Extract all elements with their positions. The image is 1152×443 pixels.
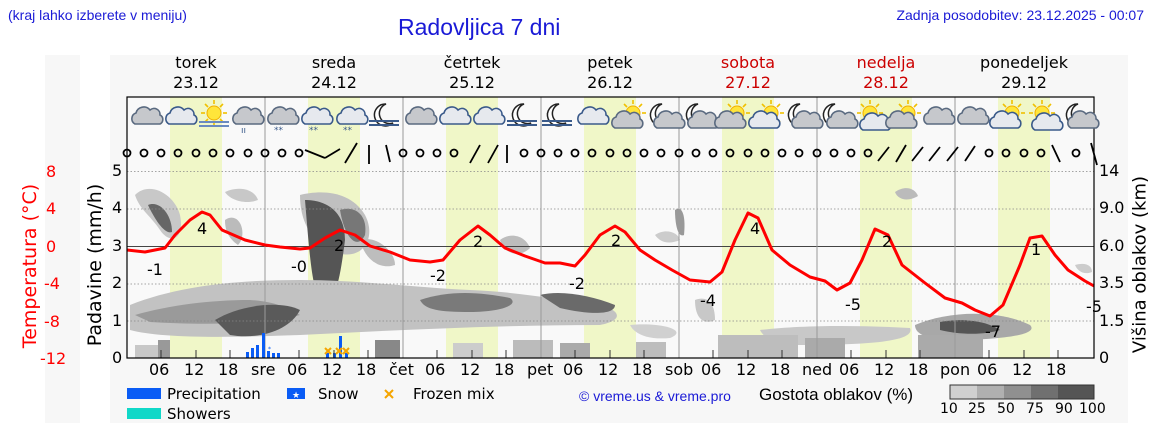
legend-frozen-mix: Frozen mix — [413, 385, 495, 403]
legend-precipitation: Precipitation — [167, 385, 261, 403]
wind-row — [122, 142, 1098, 166]
day-header-2: četrtek 25.12 — [443, 53, 501, 92]
page-title: Radovljica 7 dni — [398, 14, 561, 40]
svg-text:2: 2 — [334, 236, 344, 255]
day-separators — [264, 97, 956, 358]
svg-text:-7: -7 — [985, 322, 1001, 341]
svg-text:**: ** — [309, 126, 319, 136]
day-header-6: ponedeljek 29.12 — [980, 53, 1068, 92]
cloud-density-label: Gostota oblakov (%) — [759, 385, 914, 404]
x-axis-labels: 06 12 18 sre 06 12 18 čet 06 12 18 pet 0… — [149, 360, 1067, 379]
day-header-3: petek 26.12 — [587, 53, 633, 92]
snow-markers: * — [268, 346, 271, 353]
svg-text:**: ** — [343, 126, 353, 136]
svg-text:-2: -2 — [569, 274, 585, 293]
svg-text:-5: -5 — [845, 295, 861, 314]
legend-precip-swatch — [127, 388, 161, 399]
legend-snow-swatch — [287, 388, 305, 399]
legend-showers: Showers — [167, 405, 231, 423]
cloud-density-layer — [130, 188, 1092, 358]
grid-lines — [127, 171, 1094, 322]
cloud-density-scale — [949, 384, 1095, 400]
day-header-1: sreda 24.12 — [311, 53, 357, 92]
legend-frozen-icon — [384, 389, 394, 399]
day-header-0: torek 23.12 — [173, 53, 219, 92]
svg-text:*: * — [268, 346, 271, 353]
location-hint[interactable]: (kraj lahko izberete v meniju) — [8, 7, 187, 23]
svg-text:**: ** — [274, 126, 284, 136]
svg-text:2: 2 — [611, 231, 621, 250]
day-header-4: sobota 27.12 — [720, 53, 776, 92]
legend-snow: Snow — [318, 385, 359, 403]
svg-text:-4: -4 — [700, 291, 716, 310]
weather-icon-row: ıı ** ** ** — [131, 99, 1100, 136]
temperature-annotations: -1 4 -0 2 -2 2 -2 2 -4 4 -5 2 -7 1 -5 — [147, 219, 1102, 341]
svg-text:2: 2 — [473, 232, 483, 251]
last-update: Zadnja posodobitev: 23.12.2025 - 00:07 — [896, 7, 1144, 23]
svg-text:4: 4 — [750, 219, 760, 238]
svg-text:-0: -0 — [291, 257, 307, 276]
svg-text:ıı: ıı — [241, 126, 246, 136]
svg-text:-2: -2 — [430, 266, 446, 285]
temperature-line — [126, 210, 1095, 318]
svg-text:1: 1 — [1031, 240, 1041, 259]
copyright-link[interactable]: © vreme.us & vreme.pro — [579, 388, 731, 404]
hour-ticks — [160, 350, 1059, 358]
plot-frame — [126, 96, 1095, 359]
svg-text:4: 4 — [197, 219, 207, 238]
svg-text:-1: -1 — [147, 260, 163, 279]
legend-showers-swatch — [127, 408, 161, 419]
svg-text:★: ★ — [292, 391, 300, 401]
svg-text:2: 2 — [882, 232, 892, 251]
day-header-5: nedelja 28.12 — [856, 53, 916, 92]
temperature-axis-panel — [45, 55, 80, 423]
frozen-mix-markers — [324, 347, 350, 355]
